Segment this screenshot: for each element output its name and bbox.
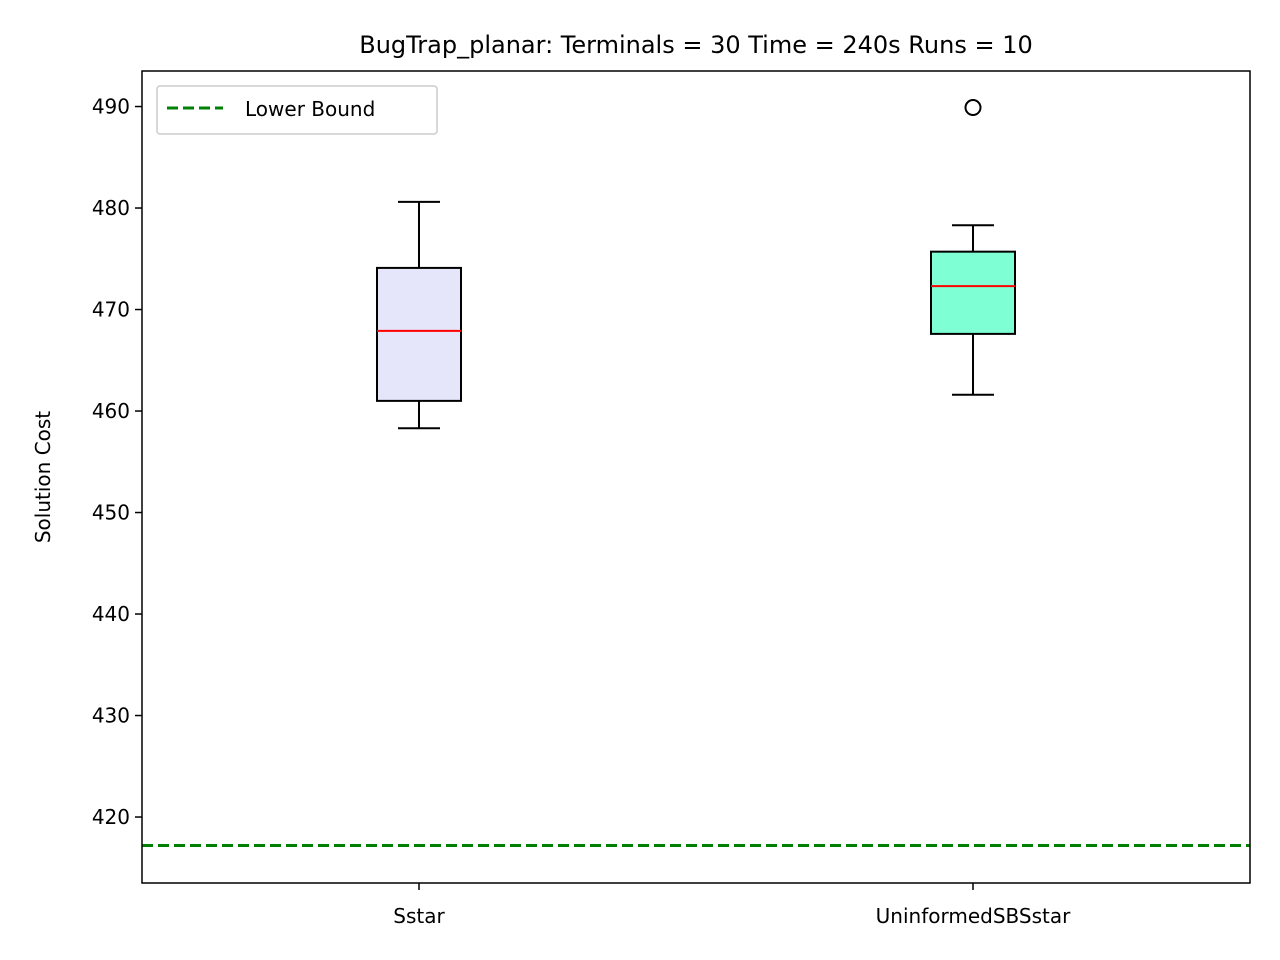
y-tick-label: 420 bbox=[92, 805, 130, 829]
y-tick-label: 430 bbox=[92, 704, 130, 728]
axes-frame bbox=[141, 70, 1251, 884]
legend: Lower Bound bbox=[156, 85, 438, 135]
legend-lower-bound-label: Lower Bound bbox=[245, 97, 375, 121]
y-tick-label: 470 bbox=[92, 298, 130, 322]
legend-frame bbox=[156, 85, 438, 135]
y-axis-label: Solution Cost bbox=[31, 411, 55, 543]
outlier-point bbox=[964, 99, 982, 117]
x-tick-label: UninformedSBSstar bbox=[876, 904, 1071, 928]
y-tick-label: 450 bbox=[92, 501, 130, 525]
plot-area: 420 430 440 450 460 470 480 490 Sstar UninformedS… bbox=[92, 70, 1251, 928]
box-UninformedSBSstar bbox=[930, 250, 1016, 335]
y-tick-label: 460 bbox=[92, 399, 130, 423]
box-Sstar bbox=[376, 266, 462, 402]
y-tick-label: 490 bbox=[92, 95, 130, 119]
chart-title: BugTrap_planar: Terminals = 30 Time = 24… bbox=[359, 31, 1032, 59]
y-tick-label: 440 bbox=[92, 602, 130, 626]
y-tick-label: 480 bbox=[92, 196, 130, 220]
x-tick-label: Sstar bbox=[393, 904, 445, 928]
